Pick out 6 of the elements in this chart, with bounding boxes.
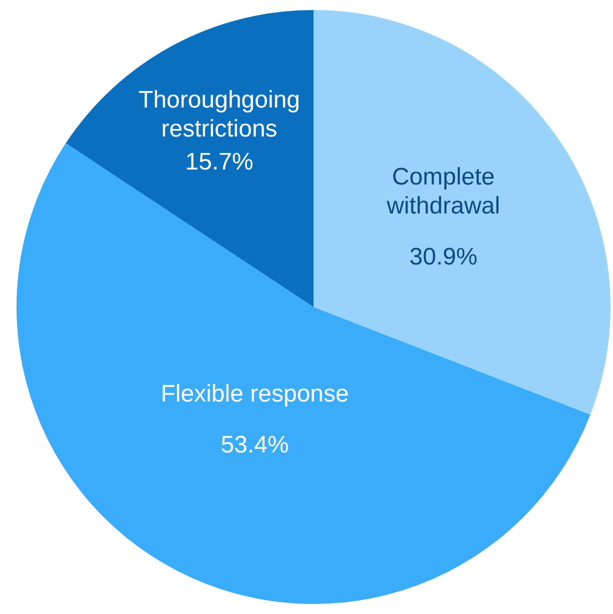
slice-label: Complete withdrawal [386, 164, 500, 220]
slice-label: Thoroughgoing restrictions [138, 86, 300, 142]
slice-label: Flexible response [160, 380, 349, 408]
data-label: 15.7% [185, 148, 254, 176]
data-label: 53.4% [220, 432, 289, 459]
data-label: 30.9% [409, 244, 478, 271]
